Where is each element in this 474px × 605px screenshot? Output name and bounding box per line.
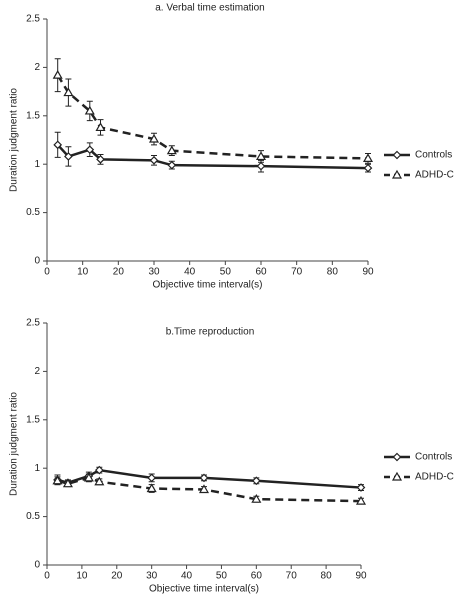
marker — [355, 495, 367, 505]
y-tick-label: 2.5 — [26, 14, 40, 25]
legend-label: ADHD-C — [415, 170, 454, 181]
y-axis-label: Duration judgment ratio — [9, 392, 20, 496]
x-tick-label: 80 — [327, 267, 339, 278]
legend-marker — [392, 150, 402, 160]
marker — [52, 69, 63, 79]
marker — [94, 465, 104, 475]
x-tick-label: 50 — [220, 267, 232, 278]
series-line — [56, 74, 369, 160]
series-line — [56, 143, 369, 170]
chart-title: b.Time reproduction — [166, 327, 255, 338]
x-tick-label: 20 — [111, 571, 123, 582]
x-tick-label: 10 — [76, 571, 88, 582]
x-axis-label: Objective time interval(s) — [152, 280, 262, 291]
x-tick-label: 60 — [255, 267, 267, 278]
marker — [198, 484, 210, 494]
legend-label: Controls — [415, 452, 452, 463]
x-axis-label: Objective time interval(s) — [149, 584, 259, 595]
x-tick-label: 90 — [362, 267, 374, 278]
marker — [94, 476, 105, 486]
legend-marker — [391, 169, 403, 179]
y-tick-label: 0 — [34, 256, 40, 267]
marker — [251, 476, 261, 486]
marker — [251, 493, 262, 503]
marker — [255, 151, 267, 161]
y-tick-label: 1.5 — [26, 414, 40, 425]
x-tick-label: 60 — [251, 571, 263, 582]
marker — [148, 133, 160, 143]
marker — [95, 122, 106, 132]
marker — [62, 478, 73, 488]
x-tick-label: 10 — [77, 267, 89, 278]
x-tick-label: 0 — [44, 267, 50, 278]
legend-marker — [392, 452, 402, 462]
x-tick-label: 50 — [216, 571, 228, 582]
y-tick-label: 1 — [34, 463, 40, 474]
x-tick-label: 30 — [146, 571, 158, 582]
x-tick-label: 20 — [113, 267, 125, 278]
marker — [362, 153, 374, 162]
y-tick-label: 2 — [34, 62, 40, 73]
marker — [363, 163, 373, 173]
legend-label: Controls — [415, 150, 452, 161]
marker — [85, 145, 95, 155]
marker — [63, 87, 74, 97]
marker — [96, 155, 105, 164]
y-tick-label: 0 — [34, 560, 40, 571]
marker — [84, 105, 95, 115]
marker — [83, 472, 94, 482]
marker — [356, 483, 366, 492]
y-tick-label: 2 — [34, 366, 40, 377]
legend-marker — [391, 471, 403, 481]
marker — [256, 161, 266, 171]
y-tick-label: 1.5 — [26, 110, 40, 121]
x-tick-label: 70 — [286, 571, 298, 582]
x-tick-label: 0 — [44, 571, 50, 582]
y-tick-label: 0.5 — [26, 207, 40, 218]
y-tick-label: 0.5 — [26, 511, 40, 522]
series-line — [57, 476, 362, 503]
x-tick-label: 80 — [321, 571, 333, 582]
x-tick-label: 70 — [291, 267, 303, 278]
marker — [53, 140, 63, 150]
legend-label: ADHD-C — [415, 472, 454, 483]
marker — [147, 473, 157, 483]
marker — [167, 160, 177, 170]
chart-title: a. Verbal time estimation — [155, 3, 265, 14]
x-tick-label: 90 — [355, 571, 367, 582]
x-tick-label: 40 — [181, 571, 193, 582]
marker — [149, 155, 159, 165]
y-axis-label: Duration judgment ratio — [9, 88, 20, 192]
x-tick-label: 30 — [148, 267, 160, 278]
marker — [146, 483, 157, 493]
marker — [52, 475, 63, 485]
marker — [199, 473, 209, 483]
y-tick-label: 2.5 — [26, 318, 40, 329]
y-tick-label: 1 — [34, 159, 40, 170]
x-tick-label: 40 — [184, 267, 196, 278]
marker — [64, 152, 73, 161]
marker — [166, 145, 177, 155]
